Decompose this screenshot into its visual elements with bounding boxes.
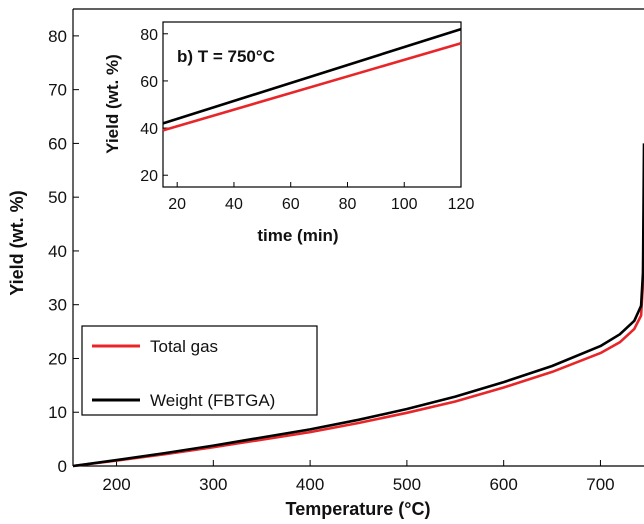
legend: Total gas Weight (FBTGA) bbox=[81, 325, 318, 416]
inset-y-tick-label: 20 bbox=[140, 168, 158, 185]
main-y-tick-label: 50 bbox=[48, 188, 67, 207]
main-y-tick-label: 0 bbox=[58, 457, 67, 476]
inset-y-axis-title: Yield (wt. %) bbox=[103, 54, 122, 154]
inset-x-axis-title: time (min) bbox=[257, 226, 338, 245]
main-y-tick-label: 30 bbox=[48, 296, 67, 315]
main-series bbox=[72, 143, 644, 468]
inset-x-tick-label: 60 bbox=[282, 196, 300, 213]
main-y-tick-label: 10 bbox=[48, 403, 67, 422]
main-y-tick-label: 80 bbox=[48, 27, 67, 46]
inset-plot: 20 40 60 80 100 120 20 40 60 80 b) T = 750°C time… bbox=[103, 12, 474, 245]
inset-title: b) T = 750°C bbox=[177, 47, 275, 66]
inset-y-tick-label: 80 bbox=[140, 27, 158, 44]
main-x-tick-label: 200 bbox=[102, 475, 130, 494]
y-axis-title: Yield (wt. %) bbox=[7, 190, 27, 295]
main-y-tick-label: 60 bbox=[48, 134, 67, 153]
inset-y-tick-label: 60 bbox=[140, 74, 158, 91]
main-y-tick-label: 20 bbox=[48, 349, 67, 368]
inset-frame bbox=[162, 21, 462, 188]
x-axis-title: Temperature (°C) bbox=[286, 499, 431, 519]
inset-x-tick-label: 40 bbox=[225, 196, 243, 213]
main-y-tick-label: 40 bbox=[48, 242, 67, 261]
main-x-tick-label: 400 bbox=[296, 475, 324, 494]
main-ticks: 200 300 400 500 600 700 0 10 20 30 40 50 60 70 80 bbox=[48, 27, 615, 494]
inset-y-tick-label: 40 bbox=[140, 121, 158, 138]
inset-x-tick-label: 120 bbox=[448, 196, 475, 213]
main-series-line-weight-fbtga- bbox=[72, 143, 644, 468]
main-x-tick-label: 300 bbox=[199, 475, 227, 494]
legend-label-weight: Weight (FBTGA) bbox=[150, 391, 275, 410]
legend-label-total-gas: Total gas bbox=[150, 337, 218, 356]
inset-series bbox=[162, 27, 462, 132]
inset-series-line-0 bbox=[162, 41, 462, 132]
main-y-tick-label: 70 bbox=[48, 81, 67, 100]
inset-x-tick-label: 80 bbox=[339, 196, 357, 213]
main-x-tick-label: 700 bbox=[586, 475, 614, 494]
main-x-tick-label: 500 bbox=[393, 475, 421, 494]
inset-series-line-1 bbox=[162, 27, 462, 125]
main-x-tick-label: 600 bbox=[489, 475, 517, 494]
main-series-line-total-gas bbox=[72, 197, 644, 468]
inset-ticks: 20 40 60 80 100 120 20 40 60 80 bbox=[140, 27, 474, 213]
inset-x-tick-label: 100 bbox=[391, 196, 418, 213]
inset-x-tick-label: 20 bbox=[168, 196, 186, 213]
main-plot: 200 300 400 500 600 700 0 10 20 30 40 50 60 70 80 Temp… bbox=[7, 8, 644, 519]
